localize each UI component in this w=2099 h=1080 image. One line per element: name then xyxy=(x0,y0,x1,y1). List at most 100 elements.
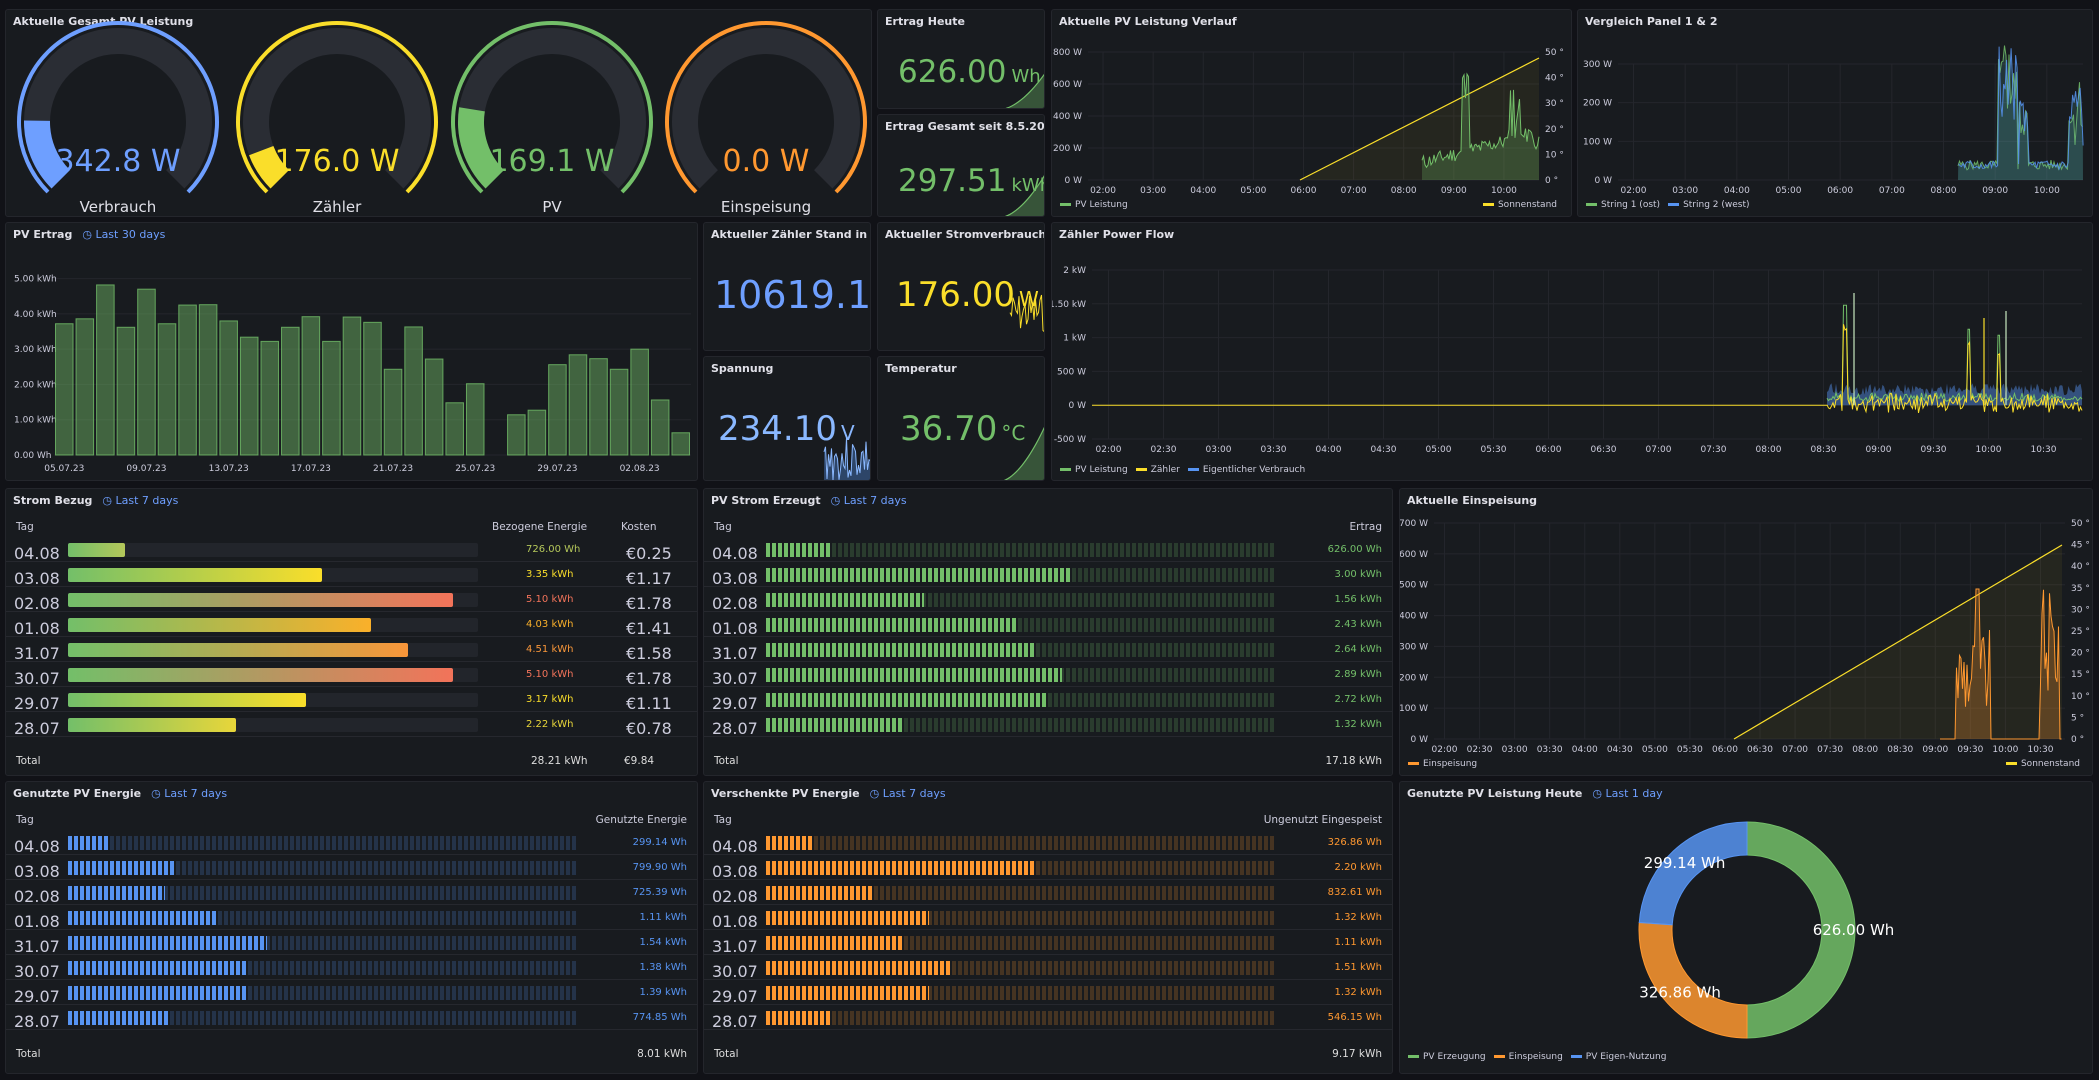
donut-panel: Genutzte PV Leistung HeuteLast 1 day 626… xyxy=(1399,781,2093,1074)
bar-18.07.23 xyxy=(322,340,341,456)
table-row[interactable]: 28.07 2.22 kWh €0.78 xyxy=(6,712,697,738)
pv-leistung-line xyxy=(1826,304,2083,403)
pv-erzeugt-col-val[interactable]: Ertrag xyxy=(1349,521,1382,533)
genutzt-panel: Genutzte PV EnergieLast 7 days Tag Genut… xyxy=(5,781,698,1074)
table-row[interactable]: 03.08 799.90 Wh xyxy=(6,855,697,881)
table-row[interactable]: 03.08 3.00 kWh xyxy=(704,562,1392,588)
pv-erzeugt-col-tag[interactable]: Tag xyxy=(714,521,732,533)
strom-bezug-col-energy[interactable]: Bezogene Energie xyxy=(492,521,588,533)
pv-verlauf-legend-right[interactable]: Sonnenstand xyxy=(1482,200,1557,210)
table-row[interactable]: 30.07 5.10 kWh €1.78 xyxy=(6,662,697,688)
y2-tick-label: 0 ° xyxy=(2071,735,2084,745)
strom-bezug-range[interactable]: Last 7 days xyxy=(102,494,178,507)
pv-erzeugt-range[interactable]: Last 7 days xyxy=(831,494,907,507)
table-row[interactable]: 29.07 3.17 kWh €1.11 xyxy=(6,687,697,713)
donut-legend[interactable]: PV Erzeugung Einspeisung PV Eigen-Nutzung xyxy=(1408,1052,1666,1062)
table-row[interactable]: 02.08 1.56 kWh xyxy=(704,587,1392,613)
verschenkt-title[interactable]: Verschenkte PV EnergieLast 7 days xyxy=(711,787,946,800)
stromverbrauch-title[interactable]: Aktueller Stromverbrauch xyxy=(885,228,1045,241)
row-date: 28.07 xyxy=(14,1012,60,1031)
strom-bezug-col-tag[interactable]: Tag xyxy=(16,521,34,533)
x-tick-label: 09:30 xyxy=(1957,745,1983,755)
verschenkt-col-tag[interactable]: Tag xyxy=(714,814,732,826)
row-date: 30.07 xyxy=(14,669,60,688)
spannung-title[interactable]: Spannung xyxy=(711,362,774,375)
row-bar-track xyxy=(766,986,1276,1000)
strom-bezug-title[interactable]: Strom BezugLast 7 days xyxy=(13,494,178,507)
power-flow-title[interactable]: Zähler Power Flow xyxy=(1059,228,1175,241)
donut-label-0: 626.00 Wh xyxy=(1813,921,1895,939)
table-row[interactable]: 04.08 726.00 Wh €0.25 xyxy=(6,537,697,563)
row-date: 02.08 xyxy=(14,594,60,613)
row-value: 2.43 kWh xyxy=(1334,619,1382,630)
vergleich-title[interactable]: Vergleich Panel 1 & 2 xyxy=(1585,15,1718,28)
table-row[interactable]: 28.07 546.15 Wh xyxy=(704,1005,1392,1031)
table-row[interactable]: 30.07 1.51 kWh xyxy=(704,955,1392,981)
table-row[interactable]: 29.07 1.32 kWh xyxy=(704,980,1392,1006)
power-flow-legend[interactable]: PV Leistung Zähler Eigentlicher Verbrauch xyxy=(1060,465,1305,475)
vergleich-legend[interactable]: String 1 (ost) String 2 (west) xyxy=(1586,200,1750,210)
einspeisung-title[interactable]: Aktuelle Einspeisung xyxy=(1407,494,1538,507)
row-date: 03.08 xyxy=(14,862,60,881)
table-row[interactable]: 02.08 5.10 kWh €1.78 xyxy=(6,587,697,613)
einspeisung-legend-right[interactable]: Sonnenstand xyxy=(2005,759,2080,769)
table-row[interactable]: 04.08 326.86 Wh xyxy=(704,830,1392,856)
row-bar xyxy=(766,936,904,950)
table-row[interactable]: 02.08 725.39 Wh xyxy=(6,880,697,906)
ertrag-heute-title[interactable]: Ertrag Heute xyxy=(885,15,965,28)
ertrag-gesamt-title[interactable]: Ertrag Gesamt seit 8.5.2023 xyxy=(885,120,1045,133)
row-cost: €0.25 xyxy=(626,544,672,563)
pv-ertrag-range[interactable]: Last 30 days xyxy=(82,228,165,241)
table-row[interactable]: 28.07 1.32 kWh xyxy=(704,712,1392,738)
gauge-panel-title[interactable]: Aktuelle Gesamt PV Leistung xyxy=(13,15,194,28)
y-tick-label: 1 kW xyxy=(1063,334,1086,344)
row-value: 1.32 kWh xyxy=(1334,719,1382,730)
donut-range[interactable]: Last 1 day xyxy=(1592,787,1662,800)
table-row[interactable]: 03.08 3.35 kWh €1.17 xyxy=(6,562,697,588)
table-row[interactable]: 01.08 2.43 kWh xyxy=(704,612,1392,638)
donut-title[interactable]: Genutzte PV Leistung HeuteLast 1 day xyxy=(1407,787,1663,800)
table-row[interactable]: 04.08 626.00 Wh xyxy=(704,537,1392,563)
table-row[interactable]: 31.07 1.11 kWh xyxy=(704,930,1392,956)
table-row[interactable]: 29.07 1.39 kWh xyxy=(6,980,697,1006)
table-row[interactable]: 31.07 2.64 kWh xyxy=(704,637,1392,663)
table-row[interactable]: 01.08 1.32 kWh xyxy=(704,905,1392,931)
row-date: 02.08 xyxy=(14,887,60,906)
genutzt-title[interactable]: Genutzte PV EnergieLast 7 days xyxy=(13,787,227,800)
row-date: 02.08 xyxy=(712,594,758,613)
pv-verlauf-title[interactable]: Aktuelle PV Leistung Verlauf xyxy=(1059,15,1237,28)
temperatur-title[interactable]: Temperatur xyxy=(885,362,957,375)
table-row[interactable]: 30.07 2.89 kWh xyxy=(704,662,1392,688)
verschenkt-range[interactable]: Last 7 days xyxy=(870,787,946,800)
table-row[interactable]: 29.07 2.72 kWh xyxy=(704,687,1392,713)
pv-leistung-line xyxy=(1421,72,1540,169)
pv-erzeugt-title[interactable]: PV Strom ErzeugtLast 7 days xyxy=(711,494,907,507)
table-row[interactable]: 30.07 1.38 kWh xyxy=(6,955,697,981)
pv-ertrag-title[interactable]: PV ErtragLast 30 days xyxy=(13,228,165,241)
y-tick-label: 800 W xyxy=(1053,48,1082,58)
table-row[interactable]: 01.08 1.11 kWh xyxy=(6,905,697,931)
table-row[interactable]: 28.07 774.85 Wh xyxy=(6,1005,697,1031)
strom-bezug-col-cost[interactable]: Kosten xyxy=(621,521,657,533)
zaehler-stand-title[interactable]: Aktueller Zähler Stand in k... xyxy=(711,228,870,241)
row-value: 725.39 Wh xyxy=(632,887,687,898)
table-row[interactable]: 31.07 1.54 kWh xyxy=(6,930,697,956)
row-bar xyxy=(68,543,126,557)
table-row[interactable]: 03.08 2.20 kWh xyxy=(704,855,1392,881)
x-tick-label: 06:00 xyxy=(1536,445,1562,455)
table-row[interactable]: 31.07 4.51 kWh €1.58 xyxy=(6,637,697,663)
row-bar-track xyxy=(68,693,478,707)
genutzt-range[interactable]: Last 7 days xyxy=(151,787,227,800)
pv-verlauf-legend-left[interactable]: PV Leistung xyxy=(1060,200,1128,210)
verschenkt-col-val[interactable]: Ungenutzt Eingespeist xyxy=(1263,814,1382,826)
genutzt-col-val[interactable]: Genutzte Energie xyxy=(595,814,687,826)
genutzt-col-tag[interactable]: Tag xyxy=(16,814,34,826)
x-tick-label: 17.07.23 xyxy=(291,464,331,474)
row-bar-track xyxy=(68,886,578,900)
x-tick-label: 05:00 xyxy=(1426,445,1452,455)
table-row[interactable]: 02.08 832.61 Wh xyxy=(704,880,1392,906)
einspeisung-legend-left[interactable]: Einspeisung xyxy=(1408,759,1477,769)
table-row[interactable]: 01.08 4.03 kWh €1.41 xyxy=(6,612,697,638)
table-row[interactable]: 04.08 299.14 Wh xyxy=(6,830,697,856)
spannung-panel: Spannung 234.10 V xyxy=(703,356,871,481)
